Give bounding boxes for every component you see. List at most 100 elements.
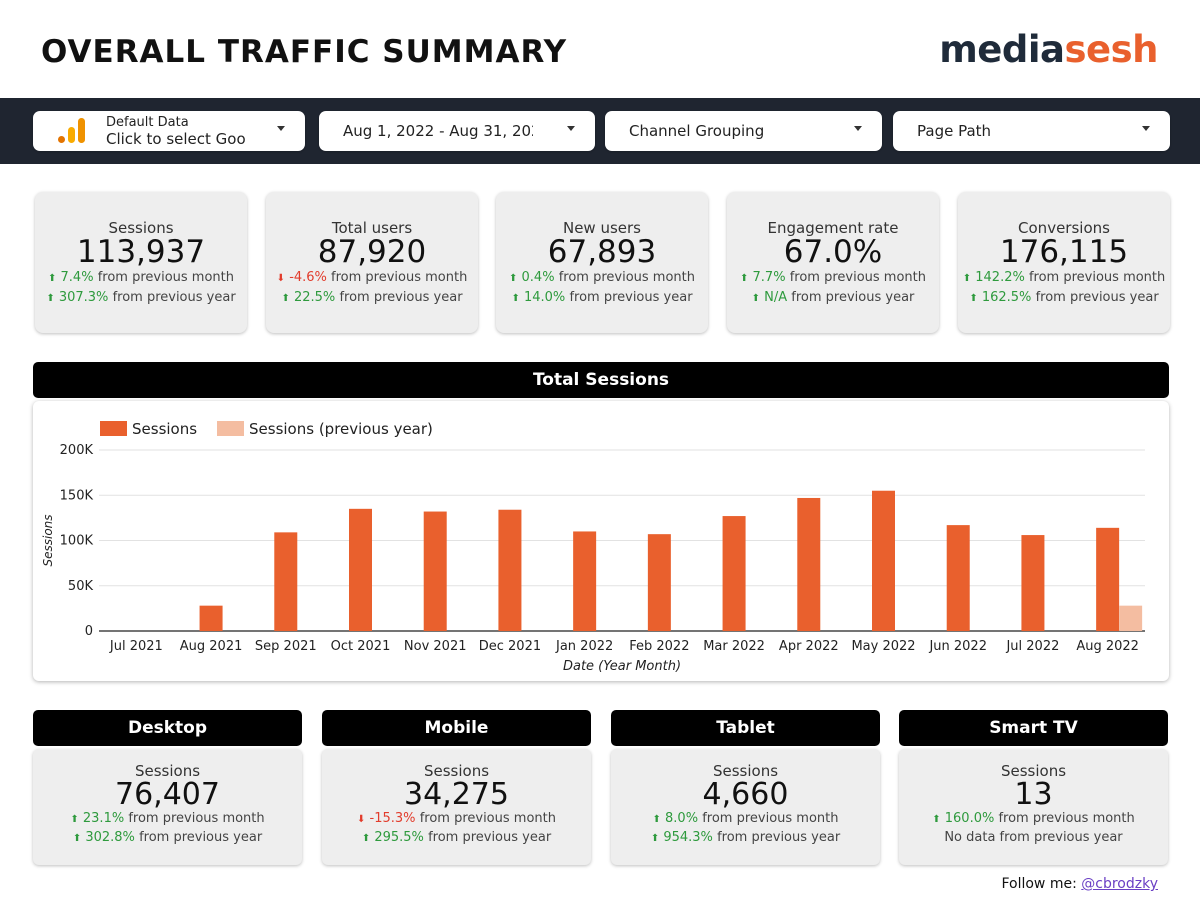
kpi-card-engagement-rate: Engagement rate 67.0% ⬆ 7.7% from previo…: [727, 192, 939, 333]
device-label: Sessions: [712, 762, 779, 780]
caret-down-icon: [1142, 126, 1150, 131]
kpi-month-change: ⬆ 0.4% from previous month: [496, 270, 708, 285]
change-value: 0.4%: [521, 270, 555, 285]
change-value: 302.8%: [85, 830, 135, 845]
device-year-change: ⬆ 295.5% from previous year: [322, 830, 591, 845]
change-value: 22.5%: [293, 290, 336, 305]
arrow-up-icon: ⬆: [46, 293, 55, 304]
change-value: 14.0%: [523, 290, 566, 305]
kpi-card-total-users: Total users 87,920 ⬇ -4.6% from previous…: [266, 192, 478, 333]
data-source-value: Click to select Goo: [106, 130, 246, 148]
caret-down-icon: [567, 126, 575, 131]
bar-sessions: [647, 534, 671, 631]
device-card-smart-tv: Sessions 13 ⬆ 160.0% from previous month…: [899, 749, 1168, 865]
caret-down-icon: [277, 126, 285, 131]
arrow-up-icon: ⬆: [281, 293, 290, 304]
change-value: N/A: [764, 290, 788, 305]
device-value: 34,275: [404, 777, 509, 812]
arrow-up-icon: ⬆: [72, 833, 82, 844]
kpi-value: 67,893: [547, 234, 657, 270]
bar-sessions: [872, 490, 895, 631]
date-range-picker[interactable]: Aug 1, 2022 - Aug 31, 202: [319, 111, 595, 151]
change-value: 954.3%: [663, 830, 713, 845]
x-tick-label: Sep 2021: [255, 639, 317, 654]
arrow-up-icon: ⬆: [740, 273, 749, 284]
filter-bar: Default Data Click to select Goo Aug 1, …: [0, 98, 1200, 164]
x-tick-label: Nov 2021: [404, 639, 467, 654]
kpi-month-change: ⬆ 7.7% from previous month: [727, 270, 939, 285]
change-value: 7.4%: [60, 270, 94, 285]
legend-label: Sessions: [132, 420, 197, 438]
change-value: 23.1%: [82, 811, 125, 826]
bar-sessions: [498, 509, 522, 631]
x-tick-label: Oct 2021: [331, 639, 391, 654]
bar-sessions: [722, 516, 746, 631]
x-tick-label: Feb 2022: [629, 639, 689, 654]
change-text: from previous year: [1035, 290, 1159, 305]
device-value: 76,407: [115, 777, 220, 812]
y-tick-label: 100K: [60, 534, 94, 549]
arrow-up-icon: ⬆: [48, 273, 57, 284]
change-value: 7.7%: [752, 270, 786, 285]
channel-grouping-dropdown[interactable]: Channel Grouping: [605, 111, 882, 151]
device-card-mobile: Sessions 34,275 ⬇ -15.3% from previous m…: [322, 749, 591, 865]
logo-part-sesh: sesh: [1064, 28, 1159, 71]
device-year-change: No data from previous year: [899, 830, 1168, 845]
bar-sessions: [946, 525, 970, 631]
page-path-dropdown[interactable]: Page Path: [893, 111, 1170, 151]
caret-down-icon: [854, 126, 862, 131]
change-value: 162.5%: [981, 290, 1032, 305]
change-value: 307.3%: [58, 290, 109, 305]
y-axis-label: Sessions: [41, 514, 55, 566]
change-text: from previous month: [1028, 270, 1166, 285]
twitter-handle-link[interactable]: @cbrodzky: [1081, 876, 1158, 892]
bar-sessions: [573, 531, 597, 631]
kpi-year-change: ⬆ 14.0% from previous year: [496, 290, 708, 305]
change-text: from previous year: [339, 290, 463, 305]
arrow-up-icon: ⬆: [511, 293, 520, 304]
x-tick-label: Mar 2022: [703, 639, 765, 654]
device-header-smart-tv: Smart TV: [899, 710, 1168, 746]
page-path-value: Page Path: [917, 122, 992, 140]
change-text: from previous month: [97, 270, 234, 285]
legend-label: Sessions (previous year): [249, 420, 433, 438]
kpi-value: 67.0%: [783, 234, 883, 270]
change-value: 8.0%: [665, 811, 699, 826]
x-tick-label: Jun 2022: [928, 639, 987, 654]
change-text: from previous month: [998, 811, 1135, 826]
kpi-card-new-users: New users 67,893 ⬆ 0.4% from previous mo…: [496, 192, 708, 333]
x-tick-label: Dec 2021: [479, 639, 541, 654]
device-month-change: ⬇ -15.3% from previous month: [322, 811, 591, 826]
arrow-up-icon: ⬆: [652, 814, 661, 825]
change-text: from previous month: [419, 811, 556, 826]
kpi-month-change: ⬆ 7.4% from previous month: [35, 270, 247, 285]
change-text: from previous month: [128, 811, 265, 826]
x-tick-label: Jul 2021: [109, 639, 163, 654]
total-sessions-header: Total Sessions: [33, 362, 1169, 398]
kpi-value: 176,115: [999, 234, 1129, 270]
y-tick-label: 0: [85, 624, 93, 639]
x-tick-label: Aug 2021: [180, 639, 243, 654]
device-year-change: ⬆ 302.8% from previous year: [33, 830, 302, 845]
x-tick-label: Apr 2022: [779, 639, 839, 654]
kpi-month-change: ⬇ -4.6% from previous month: [266, 270, 478, 285]
y-tick-label: 150K: [60, 488, 94, 503]
device-value: 4,660: [702, 777, 789, 812]
change-text: from previous month: [789, 270, 926, 285]
mediasesh-logo: mediasesh: [939, 28, 1158, 71]
bar-sessions: [1096, 527, 1120, 631]
data-source-selector[interactable]: Default Data Click to select Goo: [33, 111, 305, 151]
device-label: Sessions: [134, 762, 201, 780]
x-tick-label: Jan 2022: [555, 639, 613, 654]
google-analytics-icon: [58, 118, 85, 143]
arrow-up-icon: ⬆: [962, 273, 972, 284]
kpi-month-change: ⬆ 142.2% from previous month: [958, 270, 1170, 285]
logo-part-media: media: [939, 28, 1065, 71]
kpi-value: 113,937: [76, 234, 206, 270]
legend-swatch-previous-year: [217, 421, 244, 436]
total-sessions-chart[interactable]: 0 50K 100K 150K 200K Sessions Jul 2021 Aug 2021…: [33, 401, 1169, 681]
kpi-value: 87,920: [317, 234, 427, 270]
page-title: OVERALL TRAFFIC SUMMARY: [41, 34, 568, 70]
device-month-change: ⬆ 160.0% from previous month: [899, 811, 1168, 826]
channel-grouping-value: Channel Grouping: [629, 122, 765, 140]
